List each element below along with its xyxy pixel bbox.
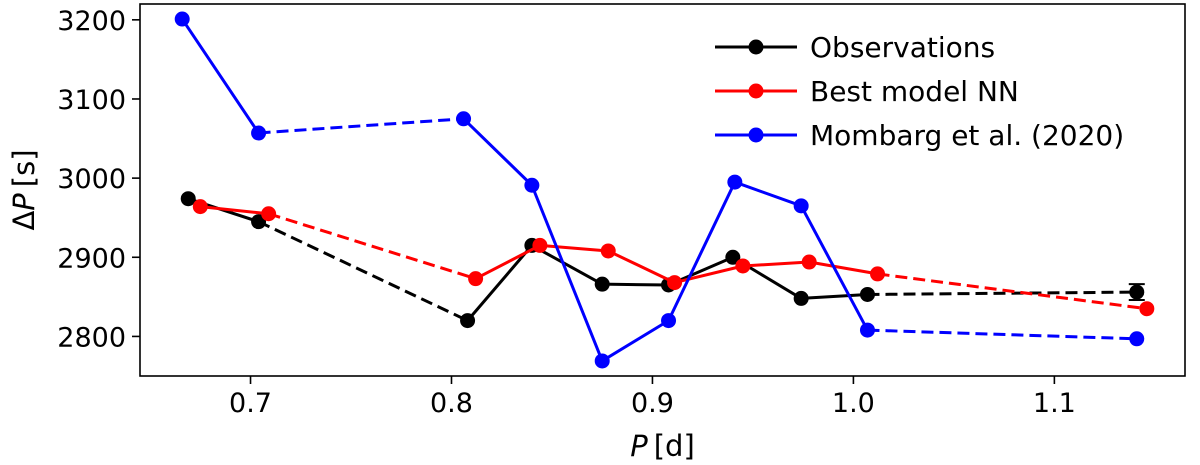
data-point (793, 290, 809, 306)
series-1 (192, 199, 1155, 317)
data-point (661, 313, 677, 329)
series-segment (674, 264, 744, 285)
data-point (261, 206, 277, 222)
data-point (1139, 301, 1155, 317)
data-point (727, 174, 743, 190)
legend: Observations Best model NN Mombarg et al… (715, 31, 1124, 152)
series-segment (799, 205, 869, 331)
data-point (870, 266, 886, 282)
series-segment (180, 18, 260, 134)
series-segment (607, 249, 676, 284)
data-point (192, 199, 208, 215)
data-point (180, 191, 196, 207)
y-tick-label: 3000 (57, 164, 126, 195)
series-segment (602, 282, 669, 287)
series-segment (667, 181, 737, 322)
legend-label-best-model: Best model NN (810, 75, 1019, 108)
series-segment (808, 260, 878, 276)
series-segment (530, 184, 604, 362)
plot-frame (139, 3, 1186, 377)
series-0 (180, 191, 1145, 329)
series-segment (867, 290, 1137, 296)
x-axis-label: P [d] (630, 429, 695, 463)
x-axis-label-symbol: P (630, 429, 648, 463)
y-tick-label: 3100 (57, 85, 126, 116)
series-segment (466, 244, 534, 322)
x-tick-label: 0.7 (229, 388, 272, 419)
series-segment (268, 212, 477, 281)
series-segment (801, 292, 868, 300)
series-segment (257, 220, 469, 322)
series-segment (539, 243, 609, 253)
y-tick-label: 2800 (57, 322, 126, 353)
legend-marker-observations (748, 39, 764, 55)
data-point (594, 353, 610, 369)
x-axis-label-unit: [d] (654, 429, 695, 463)
legend-entry-mombarg: Mombarg et al. (2020) (715, 119, 1124, 152)
legend-label-mombarg: Mombarg et al. (2020) (810, 119, 1124, 152)
data-point (251, 125, 267, 141)
x-tick-label: 1.1 (1033, 388, 1076, 419)
y-axis-label-prefix: Δ (7, 211, 41, 231)
series-segment (877, 272, 1148, 311)
y-axis-label: ΔP [s] (7, 149, 41, 230)
data-point (600, 243, 616, 259)
data-point (1129, 284, 1145, 300)
legend-entry-best-model: Best model NN (715, 75, 1019, 108)
data-point (174, 11, 190, 27)
data-point (667, 275, 683, 291)
series-segment (258, 117, 464, 135)
legend-marker-mombarg (748, 127, 764, 143)
data-point (460, 313, 476, 329)
data-point (532, 237, 548, 253)
y-axis-label-unit: [s] (7, 149, 41, 187)
series-segment (462, 117, 533, 187)
series-segment (474, 244, 541, 280)
series-2 (174, 11, 1145, 369)
data-point (251, 214, 267, 230)
series-segment (734, 180, 802, 208)
data-point (735, 258, 751, 274)
data-point (801, 254, 817, 270)
x-tick-label: 1.0 (832, 388, 875, 419)
series-segment (601, 319, 670, 363)
data-point (468, 271, 484, 287)
y-axis-label-symbol: P (7, 193, 41, 211)
legend-label-observations: Observations (810, 31, 995, 64)
y-tick-label: 2900 (57, 243, 126, 274)
x-tick-label: 0.8 (430, 388, 473, 419)
data-point (456, 111, 472, 127)
data-point (793, 198, 809, 214)
series-segment (200, 205, 269, 216)
data-point (725, 249, 741, 265)
legend-marker-best-model (748, 83, 764, 99)
series-segment (867, 328, 1137, 341)
data-point (1129, 331, 1145, 347)
data-point (524, 177, 540, 193)
series-layer (174, 11, 1155, 369)
x-tick-label: 0.9 (631, 388, 674, 419)
data-point (859, 322, 875, 338)
series-segment (742, 260, 810, 268)
ticks-layer: 0.7 0.8 0.9 1.0 1.1 2800 2900 3000 3100 3200 (57, 6, 1076, 419)
data-point (594, 276, 610, 292)
legend-entry-observations: Observations (715, 31, 995, 64)
y-tick-label: 3200 (57, 6, 126, 37)
data-point (859, 286, 875, 302)
